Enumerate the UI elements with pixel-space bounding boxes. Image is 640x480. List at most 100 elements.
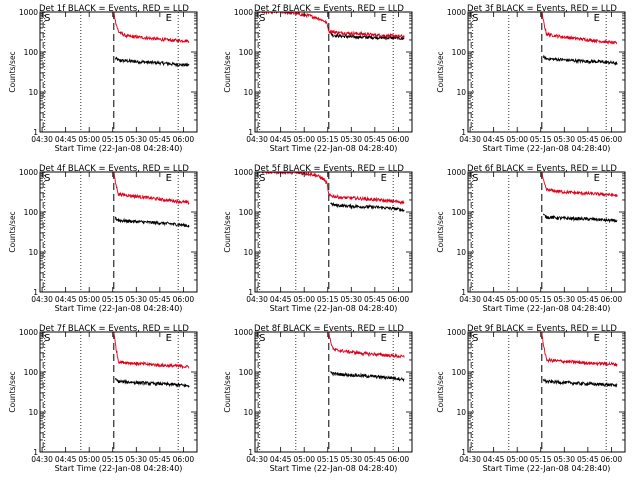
y-tick-label: 10 — [243, 88, 253, 97]
x-tick-label: 05:15 — [317, 455, 339, 464]
x-tick-label: 05:15 — [102, 135, 124, 144]
plot-frame — [254, 11, 413, 133]
x-axis-label: Start Time (22-Jan-08 04:28:40) — [483, 304, 611, 313]
y-tick-label: 10 — [28, 408, 38, 417]
x-tick-label: 05:30 — [553, 455, 575, 464]
panel-title: Det 6f BLACK = Events, RED = LLD — [467, 164, 617, 174]
y-tick-label: 100 — [24, 48, 39, 57]
end-marker-label: E — [594, 173, 600, 184]
lld-series-line — [541, 332, 618, 368]
x-tick-label: 04:45 — [483, 455, 505, 464]
x-tick-label: 05:30 — [125, 455, 147, 464]
plot-frame — [467, 331, 626, 453]
y-tick-label: 10 — [28, 248, 38, 257]
x-tick-label: 05:30 — [340, 455, 362, 464]
y-tick-label: 100 — [452, 368, 467, 377]
y-tick-label: 1000 — [447, 328, 466, 337]
x-tick-label: 04:45 — [55, 455, 77, 464]
panel-title: Det 2f BLACK = Events, RED = LLD — [254, 4, 404, 14]
x-tick-label: 06:00 — [173, 295, 195, 304]
events-series-line — [114, 216, 190, 228]
y-tick-label: 10 — [456, 88, 466, 97]
y-axis-label: Counts/sec — [436, 51, 445, 92]
x-tick-label: 06:00 — [388, 295, 410, 304]
start-marker-label: S — [472, 13, 478, 24]
y-axis-label: Counts/sec — [8, 51, 17, 92]
y-axis-label: Counts/sec — [223, 371, 232, 412]
x-tick-label: 06:00 — [601, 455, 623, 464]
x-tick-label: 04:30 — [246, 455, 268, 464]
plot-frame — [467, 11, 626, 133]
y-tick-label: 1 — [461, 288, 466, 297]
x-tick-label: 04:30 — [459, 135, 481, 144]
events-series-line — [114, 56, 190, 68]
y-tick-label: 1000 — [19, 328, 38, 337]
events-series-line — [542, 378, 618, 388]
y-tick-label: 1000 — [447, 168, 466, 177]
x-tick-label: 05:45 — [149, 455, 171, 464]
x-tick-label: 05:15 — [530, 135, 552, 144]
events-series-line — [114, 377, 190, 388]
y-tick-label: 100 — [239, 208, 254, 217]
events-series-line — [542, 213, 618, 224]
y-tick-label: 1 — [248, 448, 253, 457]
y-axis-label: Counts/sec — [223, 211, 232, 252]
x-tick-label: 05:15 — [530, 455, 552, 464]
x-tick-label: 05:30 — [340, 135, 362, 144]
y-tick-label: 1000 — [447, 8, 466, 17]
x-tick-label: 05:30 — [125, 135, 147, 144]
x-tick-label: 05:00 — [78, 295, 100, 304]
lld-series-line — [113, 332, 190, 370]
y-tick-label: 1 — [33, 288, 38, 297]
panel-title: Det 7f BLACK = Events, RED = LLD — [39, 324, 189, 334]
x-tick-label: 04:30 — [246, 135, 268, 144]
x-tick-label: 05:45 — [364, 295, 386, 304]
x-tick-label: 04:30 — [246, 295, 268, 304]
y-tick-label: 1 — [33, 128, 38, 137]
x-tick-label: 05:15 — [102, 295, 124, 304]
end-marker-label: E — [381, 13, 387, 24]
panel-title: Det 9f BLACK = Events, RED = LLD — [467, 324, 617, 334]
x-tick-label: 05:30 — [125, 295, 147, 304]
start-marker-label: S — [44, 333, 50, 344]
x-axis-label: Start Time (22-Jan-08 04:28:40) — [483, 464, 611, 473]
y-tick-label: 1 — [248, 288, 253, 297]
start-marker-label: S — [259, 173, 265, 184]
x-tick-label: 05:45 — [364, 135, 386, 144]
y-tick-label: 10 — [28, 88, 38, 97]
events-series-line — [330, 371, 405, 383]
y-axis-label: Counts/sec — [8, 211, 17, 252]
x-tick-label: 05:45 — [577, 295, 599, 304]
x-tick-label: 04:30 — [459, 455, 481, 464]
x-tick-label: 05:45 — [577, 455, 599, 464]
x-tick-label: 05:15 — [317, 295, 339, 304]
lld-series-line — [328, 332, 405, 359]
panel-title: Det 5f BLACK = Events, RED = LLD — [254, 164, 404, 174]
y-tick-label: 100 — [239, 368, 254, 377]
x-axis-label: Start Time (22-Jan-08 04:28:40) — [270, 464, 398, 473]
x-tick-label: 05:45 — [149, 295, 171, 304]
x-tick-label: 04:45 — [55, 295, 77, 304]
x-tick-label: 05:00 — [78, 455, 100, 464]
x-tick-label: 05:00 — [506, 135, 528, 144]
x-tick-label: 04:45 — [483, 135, 505, 144]
x-tick-label: 04:30 — [459, 295, 481, 304]
x-axis-label: Start Time (22-Jan-08 04:28:40) — [270, 304, 398, 313]
end-marker-label: E — [381, 173, 387, 184]
x-axis-label: Start Time (22-Jan-08 04:28:40) — [55, 144, 183, 153]
y-axis-label: Counts/sec — [223, 51, 232, 92]
end-marker-label: E — [166, 173, 172, 184]
events-series-line — [542, 55, 618, 66]
y-axis-label: Counts/sec — [436, 371, 445, 412]
y-tick-label: 1000 — [19, 8, 38, 17]
y-axis-label: Counts/sec — [436, 211, 445, 252]
x-tick-label: 05:00 — [293, 455, 315, 464]
panel-title: Det 3f BLACK = Events, RED = LLD — [467, 4, 617, 14]
x-tick-label: 06:00 — [388, 135, 410, 144]
lld-series-line — [113, 12, 190, 44]
x-axis-label: Start Time (22-Jan-08 04:28:40) — [55, 304, 183, 313]
